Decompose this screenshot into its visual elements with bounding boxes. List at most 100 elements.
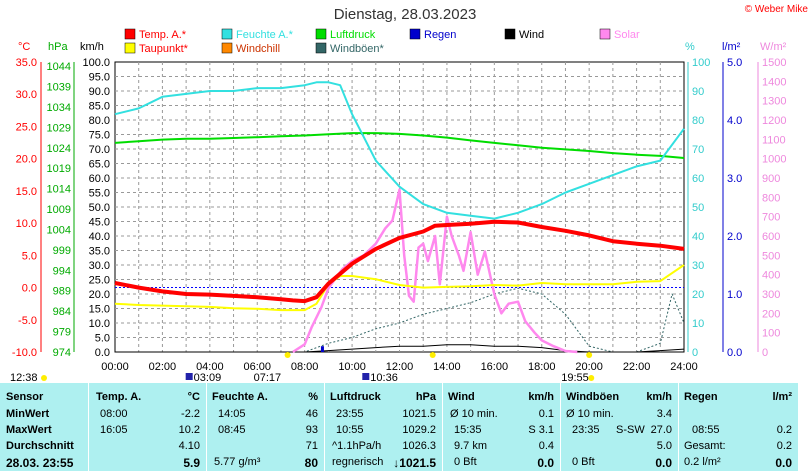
stats-total-amount: 0.2 l/m² — [684, 456, 721, 468]
wind-tick-label: 90.0 — [89, 86, 110, 98]
stats-time: 16:05 — [100, 424, 128, 436]
solar-tick-label: 100 — [762, 328, 780, 340]
stats-value: 10.2 — [178, 424, 200, 436]
stats-value: 0.0 — [537, 456, 554, 470]
stats-unit-pressure: hPa — [415, 391, 436, 403]
wind-tick-label: 0.0 — [95, 347, 110, 359]
stats-divider — [88, 383, 89, 471]
series-line-feuchte-a — [114, 81, 685, 220]
stats-time: 14:05 — [218, 408, 246, 420]
x-tick-label: 14:00 — [433, 361, 461, 373]
wind-tick-label: 75.0 — [89, 130, 110, 142]
legend-label: Solar — [614, 29, 640, 41]
stats-divider — [678, 383, 679, 471]
stats-unit-temp: °C — [187, 391, 200, 403]
moon-event-time: 03:09 — [194, 372, 222, 384]
temp-tick-label: 0.0 — [22, 283, 37, 295]
solar-tick-label: 1400 — [762, 76, 786, 88]
sun-event-marker — [429, 352, 436, 358]
stats-time: Ø 10 min. — [450, 408, 498, 420]
temp-tick-label: 25.0 — [16, 121, 37, 133]
temp-tick-label: 5.0 — [22, 250, 37, 262]
stats-header-rain: Regen — [684, 391, 718, 403]
legend-swatch — [315, 28, 327, 40]
humidity-tick-label: 20 — [692, 289, 704, 301]
solar-tick-label: 700 — [762, 212, 780, 224]
pressure-tick-label: 1004 — [47, 224, 71, 236]
legend-swatch — [599, 28, 611, 40]
series-line-taupunkt — [114, 264, 685, 312]
stats-value: 46 — [305, 408, 318, 420]
pressure-tick-label: 1019 — [47, 163, 71, 175]
wind-tick-label: 30.0 — [89, 260, 110, 272]
stats-value: -2.2 — [181, 408, 200, 420]
series-line-wind — [115, 344, 685, 353]
legend-label: Taupunkt* — [139, 43, 189, 55]
wind-tick-label: 15.0 — [89, 304, 110, 316]
stats-time: 23:55 — [336, 408, 364, 420]
x-tick-label: 24:00 — [670, 361, 698, 373]
x-tick-label: 12:00 — [386, 361, 414, 373]
right-edge — [798, 0, 810, 471]
wind-tick-label: 40.0 — [89, 231, 110, 243]
legend-label: Luftdruck — [330, 29, 376, 41]
wind-tick-label: 85.0 — [89, 101, 110, 113]
sun-event-time: 12:38 — [10, 372, 38, 384]
solar-tick-label: 1000 — [762, 154, 786, 166]
series-line-solar — [292, 188, 578, 354]
legend-swatch — [315, 42, 327, 54]
moon-event-time: 10:36 — [370, 372, 398, 384]
stats-value: 0.2 — [776, 440, 792, 452]
moon-event-marker — [362, 373, 370, 380]
wind-tick-label: 100.0 — [82, 57, 110, 69]
stats-value: S 3.1 — [528, 424, 554, 436]
stats-abs-humidity: 5.77 g/m³ — [214, 456, 261, 468]
pressure-tick-label: 979 — [53, 327, 71, 339]
chart-axes — [40, 62, 759, 352]
legend-label: Windböen* — [330, 43, 385, 55]
stats-value: 80 — [304, 456, 318, 470]
rain-unit-label: l/m² — [722, 41, 741, 53]
x-tick-label: 06:00 — [243, 361, 271, 373]
credit-label: © Weber Mike — [744, 4, 808, 15]
stats-value: 0.0 — [775, 456, 792, 470]
stats-time: 08:45 — [218, 424, 246, 436]
legend-label: Windchill — [236, 43, 280, 55]
humidity-tick-label: 0 — [692, 347, 698, 359]
pressure-tick-label: 974 — [53, 347, 71, 359]
rain-bar — [320, 346, 324, 352]
wind-unit-label: km/h — [80, 41, 104, 53]
sun-event-marker — [41, 375, 47, 381]
stats-time: 10:55 — [336, 424, 364, 436]
stats-value: 71 — [305, 440, 318, 452]
pressure-tick-label: 1009 — [47, 204, 71, 216]
stats-humidity-column: Feuchte A. % 14:05 46 08:45 93 71 5.77 g/m… — [208, 383, 322, 471]
x-tick-label: 22:00 — [623, 361, 651, 373]
pressure-tick-label: 994 — [53, 265, 71, 277]
wind-tick-label: 70.0 — [89, 144, 110, 156]
stats-header-temp: Temp. A. — [96, 391, 142, 403]
solar-tick-label: 500 — [762, 250, 780, 262]
stats-direction: S-SW — [616, 424, 645, 436]
temp-tick-label: 10.0 — [16, 218, 37, 230]
stats-forecast: regnerisch — [332, 456, 384, 468]
wind-tick-label: 25.0 — [89, 275, 110, 287]
stats-gust-column: Windböen km/h Ø 10 min. 3.4 23:35 S-SW 27.0… — [562, 383, 676, 471]
stats-header-sensor: Sensor — [6, 391, 44, 403]
legend-swatch — [221, 28, 233, 40]
wind-tick-label: 10.0 — [89, 318, 110, 330]
stats-value: 0.2 — [776, 424, 792, 436]
temp-tick-label: 35.0 — [16, 57, 37, 69]
x-tick-label: 08:00 — [291, 361, 319, 373]
humidity-tick-label: 60 — [692, 173, 704, 185]
pressure-tick-label: 1014 — [47, 184, 71, 196]
legend-swatch — [221, 42, 233, 54]
wind-tick-label: 95.0 — [89, 72, 110, 84]
solar-tick-label: 1500 — [762, 57, 786, 69]
sun-event-marker — [588, 375, 595, 381]
rain-tick-label: 0.0 — [727, 347, 742, 359]
legend-swatch — [504, 28, 516, 40]
solar-unit-label: W/m² — [760, 41, 787, 53]
stats-header-pressure: Luftdruck — [330, 391, 381, 403]
temp-tick-label: 15.0 — [16, 186, 37, 198]
